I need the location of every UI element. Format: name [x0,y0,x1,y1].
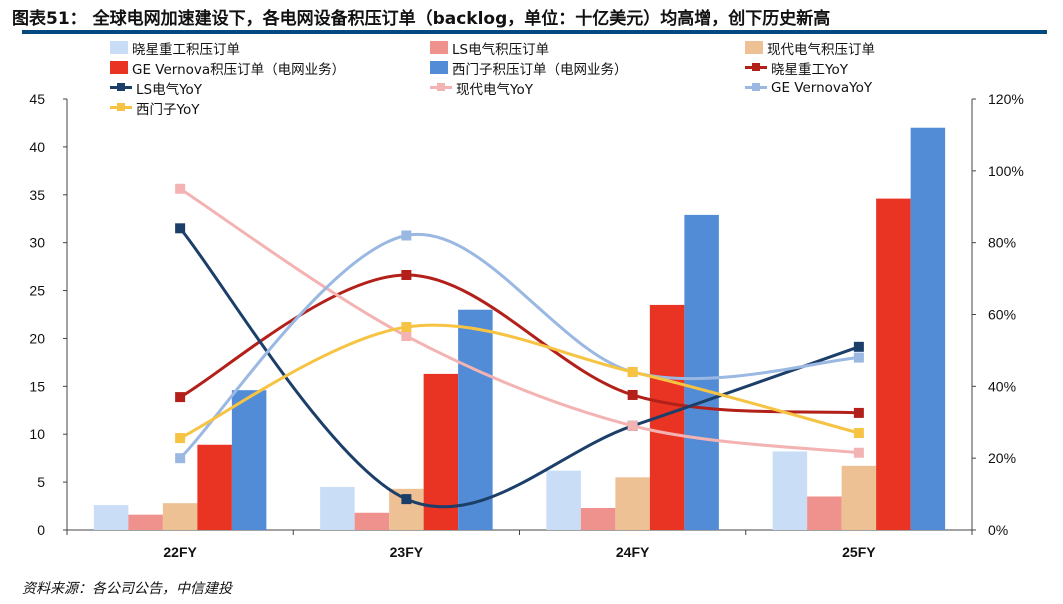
right-tick-label: 100% [988,163,1024,179]
line-swatch-icon [110,103,132,111]
bar-23FY [320,486,355,530]
bar-25FY [876,198,911,530]
legend-item: 现代电气YoY [430,78,745,98]
yoy-marker [401,269,412,280]
legend-item: 晓星重工YoY [745,58,970,78]
bar-22FY [231,390,267,530]
title-divider [22,30,1047,34]
line-swatch-icon [745,63,767,71]
bar-25FY [807,496,842,530]
yoy-marker [175,392,186,403]
legend-label: 现代电气积压订单 [767,41,875,58]
bar-22FY [93,505,129,530]
bar-swatch-icon [110,41,128,54]
yoy-marker [853,407,864,418]
x-tick-label: 24FY [616,544,650,560]
bar-25FY [910,127,946,530]
legend-item: 西门子积压订单（电网业务） [430,58,745,78]
yoy-marker [627,366,638,377]
yoy-marker [401,331,412,342]
right-tick-label: 40% [988,378,1016,394]
left-tick-label: 30 [29,235,45,251]
legend-item: GE Vernova积压订单（电网业务） [110,58,430,78]
legend-label: LS电气YoY [136,81,203,98]
line-swatch-icon [430,83,452,91]
legend-label: GE Vernova积压订单（电网业务） [132,61,346,78]
legend-label: 晓星重工积压订单 [132,41,240,58]
bar-22FY [128,514,163,530]
left-tick-label: 10 [29,426,45,442]
legend-item: 晓星重工积压订单 [110,38,430,58]
yoy-marker [401,230,412,241]
legend-item: GE VernovaYoY [745,78,970,97]
bar-22FY [197,444,232,530]
legend-label: GE VernovaYoY [771,79,873,96]
x-tick-label: 23FY [390,544,424,560]
yoy-line [178,227,860,509]
left-tick-label: 25 [29,283,45,299]
yoy-marker [627,420,638,431]
bar-swatch-icon [430,61,448,74]
yoy-marker [175,223,186,234]
legend-label: LS电气积压订单 [452,41,550,58]
left-tick-label: 0 [37,522,45,538]
right-tick-label: 20% [988,450,1016,466]
yoy-marker [401,494,412,505]
yoy-marker [401,322,412,333]
left-tick-label: 40 [29,139,45,155]
yoy-marker [853,352,864,363]
right-tick-label: 80% [988,235,1016,251]
yoy-line [179,187,860,455]
line-swatch-icon [110,83,132,91]
left-tick-label: 35 [29,187,45,203]
legend-label: 晓星重工YoY [771,61,848,78]
left-tick-label: 45 [29,91,45,107]
yoy-marker [175,183,186,194]
bar-24FY [580,507,616,530]
bar-swatch-icon [745,41,763,54]
yoy-marker [853,447,864,458]
x-tick-label: 22FY [163,544,197,560]
x-tick-label: 25FY [842,544,876,560]
yoy-marker [627,389,638,400]
left-tick-label: 5 [37,474,45,490]
line-swatch-icon [745,83,767,91]
bar-23FY [458,309,493,530]
bar-23FY [423,373,459,530]
bar-swatch-icon [110,61,128,74]
yoy-line [179,323,860,440]
right-tick-label: 120% [988,91,1024,107]
legend-item: LS电气积压订单 [430,38,745,58]
source-note: 资料来源：各公司公告，中信建投 [22,581,232,597]
yoy-line [179,273,859,415]
bar-23FY [354,512,390,530]
bar-24FY [615,477,650,530]
legend-label: 现代电气YoY [456,81,533,98]
yoy-marker [853,341,864,352]
yoy-marker [853,428,864,439]
legend-item: 现代电气积压订单 [745,38,970,58]
legend-item: LS电气YoY [110,78,430,98]
bar-25FY [841,465,877,530]
legend-label: 西门子YoY [136,101,200,118]
yoy-marker [175,433,186,444]
yoy-line [179,232,859,460]
left-tick-label: 20 [29,330,45,346]
bar-25FY [772,451,808,530]
legend: 晓星重工积压订单 LS电气积压订单 现代电气积压订单 GE Vernova积压订单（电… [110,38,970,118]
bar-swatch-icon [430,41,448,54]
right-tick-label: 60% [988,307,1016,323]
legend-item: 西门子YoY [110,98,430,118]
bar-22FY [162,503,198,530]
legend-label: 西门子积压订单（电网业务） [452,61,628,78]
bar-24FY [684,214,719,530]
left-tick-label: 15 [29,378,45,394]
chart-title: 图表51： 全球电网加速建设下，各电网设备积压订单（backlog，单位：十亿美… [12,9,831,29]
yoy-marker [175,453,186,464]
right-tick-label: 0% [988,522,1008,538]
bar-24FY [546,470,581,530]
